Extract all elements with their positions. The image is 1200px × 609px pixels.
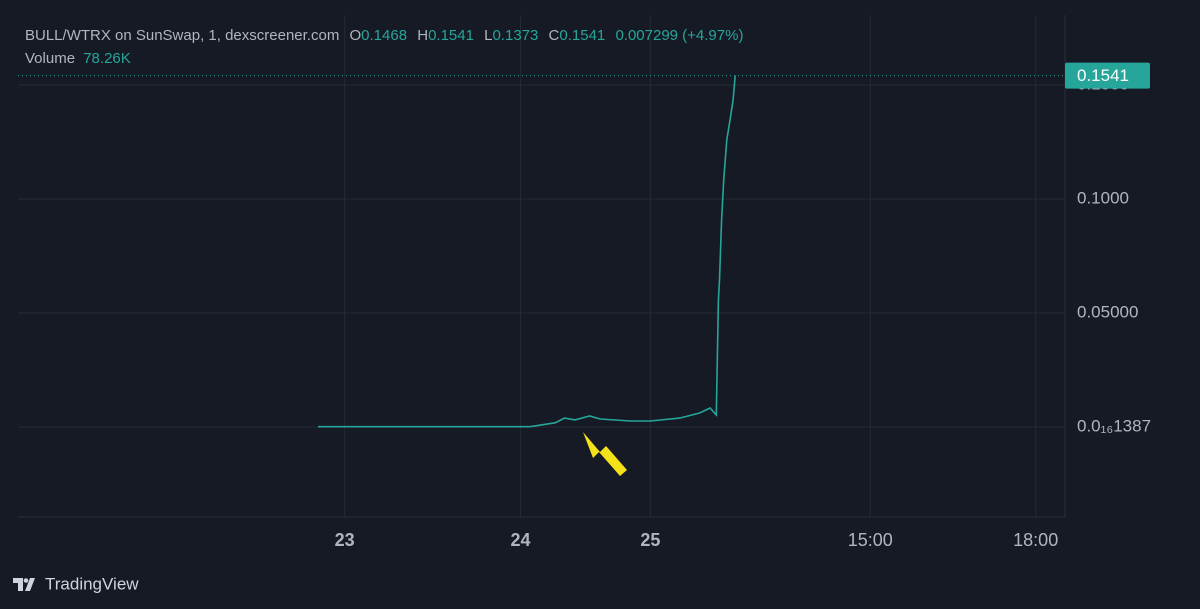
price-line	[318, 75, 736, 428]
grid	[18, 15, 1065, 517]
x-tick-label: 15:00	[848, 530, 893, 550]
volume-label: Volume	[25, 50, 75, 67]
y-tick-label: 0.1000	[1077, 188, 1129, 207]
ohlc-value: 0.1541	[428, 27, 474, 44]
brand-logo	[13, 578, 35, 591]
arrow-annotation	[583, 432, 627, 476]
last-price-label: 0.1541	[1077, 66, 1129, 85]
ohlc-label: L	[484, 27, 492, 44]
x-tick-label: 24	[511, 530, 531, 550]
x-tick-label: 18:00	[1013, 530, 1058, 550]
ohlc-label: C	[549, 27, 560, 44]
legend-line: BULL/WTRX on SunSwap, 1, dexscreener.com…	[25, 27, 743, 44]
ohlc-label: O	[349, 27, 361, 44]
logo-icon	[13, 578, 35, 591]
ohlc-value: 0.1468	[361, 27, 407, 44]
x-tick-label: 25	[640, 530, 660, 550]
brand: TradingView	[45, 574, 139, 593]
ohlc-label: H	[417, 27, 428, 44]
volume-value: 78.26K	[83, 50, 131, 67]
symbol: BULL/WTRX on SunSwap, 1, dexscreener.com	[25, 27, 339, 44]
y-tick-label: 0.0₁₆1387	[1077, 416, 1151, 435]
logo-icon	[23, 578, 29, 583]
y-tick-label: 0.05000	[1077, 302, 1138, 321]
plot	[18, 75, 1065, 428]
volume-line: Volume 78.26K	[25, 50, 131, 67]
x-tick-label: 23	[335, 530, 355, 550]
change: 0.007299 (+4.97%)	[615, 27, 743, 44]
ohlc-value: 0.1373	[492, 27, 538, 44]
ohlc-value: 0.1541	[559, 27, 605, 44]
last-price-badge	[1065, 62, 1150, 89]
